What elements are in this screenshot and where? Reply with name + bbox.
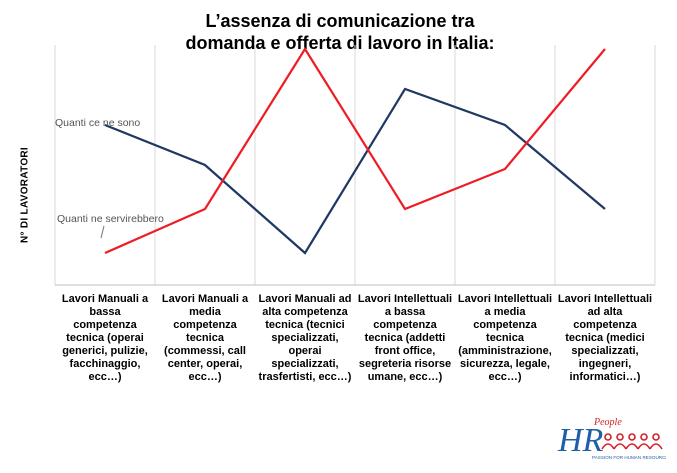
series-line-quanti-ne-servirebbero: [104, 46, 606, 255]
category-label-line: ecc…): [88, 371, 122, 383]
chart-title-line-2: domanda e offerta di lavoro in Italia:: [185, 33, 495, 53]
category-label-line: specializzati,: [271, 332, 339, 344]
category-label-line: a bassa: [384, 306, 426, 318]
annotation-quanti-ce-ne-sono: Quanti ce ne sono: [55, 117, 140, 129]
category-label-line: center, operai,: [167, 358, 243, 370]
category-label-line: generici, pulizie,: [62, 345, 148, 357]
category-label-line: ad alta: [587, 306, 623, 318]
chart-title: L’assenza di comunicazione tra domanda e…: [120, 10, 560, 54]
category-label-line: operai: [288, 345, 322, 357]
category-label-line: competenza: [373, 319, 437, 331]
category-label-line: Lavori Manuali ad: [258, 293, 352, 305]
category-label: Lavori Intellettuali a media competenza tec…: [455, 293, 555, 384]
category-label-line: ingegneri,: [578, 358, 632, 370]
people-icon: [601, 433, 663, 450]
category-label: Lavori Intellettuali ad alta competenza tec…: [555, 293, 655, 384]
category-label-line: tecnica (medici: [565, 332, 645, 344]
category-label-line: competenza: [173, 319, 237, 331]
grid: [54, 45, 656, 286]
category-label-line: Lavori Intellettuali: [457, 293, 553, 305]
category-label-line: Lavori Intellettuali: [557, 293, 653, 305]
series-line-quanti-ce-ne-sono: [104, 87, 606, 255]
category-label-line: informatici…): [569, 371, 641, 383]
hr-people-logo: HR People PASSION FOR HUMAN RESOURCES: [556, 415, 672, 465]
logo-people-text: People: [593, 417, 622, 428]
category-label: Lavori Manuali ad alta competenza tecnica …: [255, 293, 355, 384]
series-annotations: Quanti ce ne sono Quanti ne servirebbero: [55, 117, 164, 239]
category-label-line: (amministrazione,: [458, 345, 552, 357]
category-label: Lavori Manuali a bassa competenza tecnica (…: [55, 293, 155, 384]
category-label-line: tecnica (tecnici: [265, 319, 345, 331]
category-label-line: front office,: [374, 345, 436, 357]
category-label-line: (commessi, call: [164, 345, 246, 357]
category-label-line: competenza: [473, 319, 537, 331]
chart-title-line-1: L’assenza di comunicazione tra: [205, 11, 475, 31]
category-label-line: tecnica (operai: [66, 332, 144, 344]
annotation-leader-line: [100, 225, 105, 239]
category-label-line: trasfertisti, ecc…): [258, 371, 352, 383]
category-label-line: media: [189, 306, 221, 318]
category-label-line: bassa: [89, 306, 121, 318]
category-label-line: ecc…): [488, 371, 522, 383]
category-label: Lavori Intellettuali a bassa competenza tec…: [355, 293, 455, 384]
category-label-line: segreteria risorse: [358, 358, 452, 370]
category-label-line: tecnica: [486, 332, 524, 344]
category-label-line: sicurezza, legale,: [460, 358, 550, 370]
category-label-line: tecnica (addetti: [364, 332, 446, 344]
category-label-line: umane, ecc…): [367, 371, 443, 383]
category-label-line: tecnica: [186, 332, 224, 344]
series-lines: [104, 46, 606, 255]
category-label-line: competenza: [73, 319, 137, 331]
logo-hr-text: HR: [557, 422, 604, 459]
category-label-line: Lavori Intellettuali: [357, 293, 453, 305]
category-label-line: Lavori Manuali a: [161, 293, 249, 305]
category-label-line: ecc…): [188, 371, 222, 383]
category-label-line: specializzati,: [271, 358, 339, 370]
annotation-quanti-ne-servirebbero: Quanti ne servirebbero: [57, 213, 164, 225]
category-label: Lavori Manuali a media competenza tecnica (c…: [155, 293, 255, 384]
category-label-line: facchinaggio,: [69, 358, 141, 370]
category-label-line: competenza: [573, 319, 637, 331]
category-label-line: Lavori Manuali a: [61, 293, 149, 305]
category-label-line: specializzati,: [571, 345, 639, 357]
category-label-line: alta competenza: [262, 306, 348, 318]
logo-tagline: PASSION FOR HUMAN RESOURCES: [592, 455, 666, 460]
category-label-line: a media: [484, 306, 526, 318]
